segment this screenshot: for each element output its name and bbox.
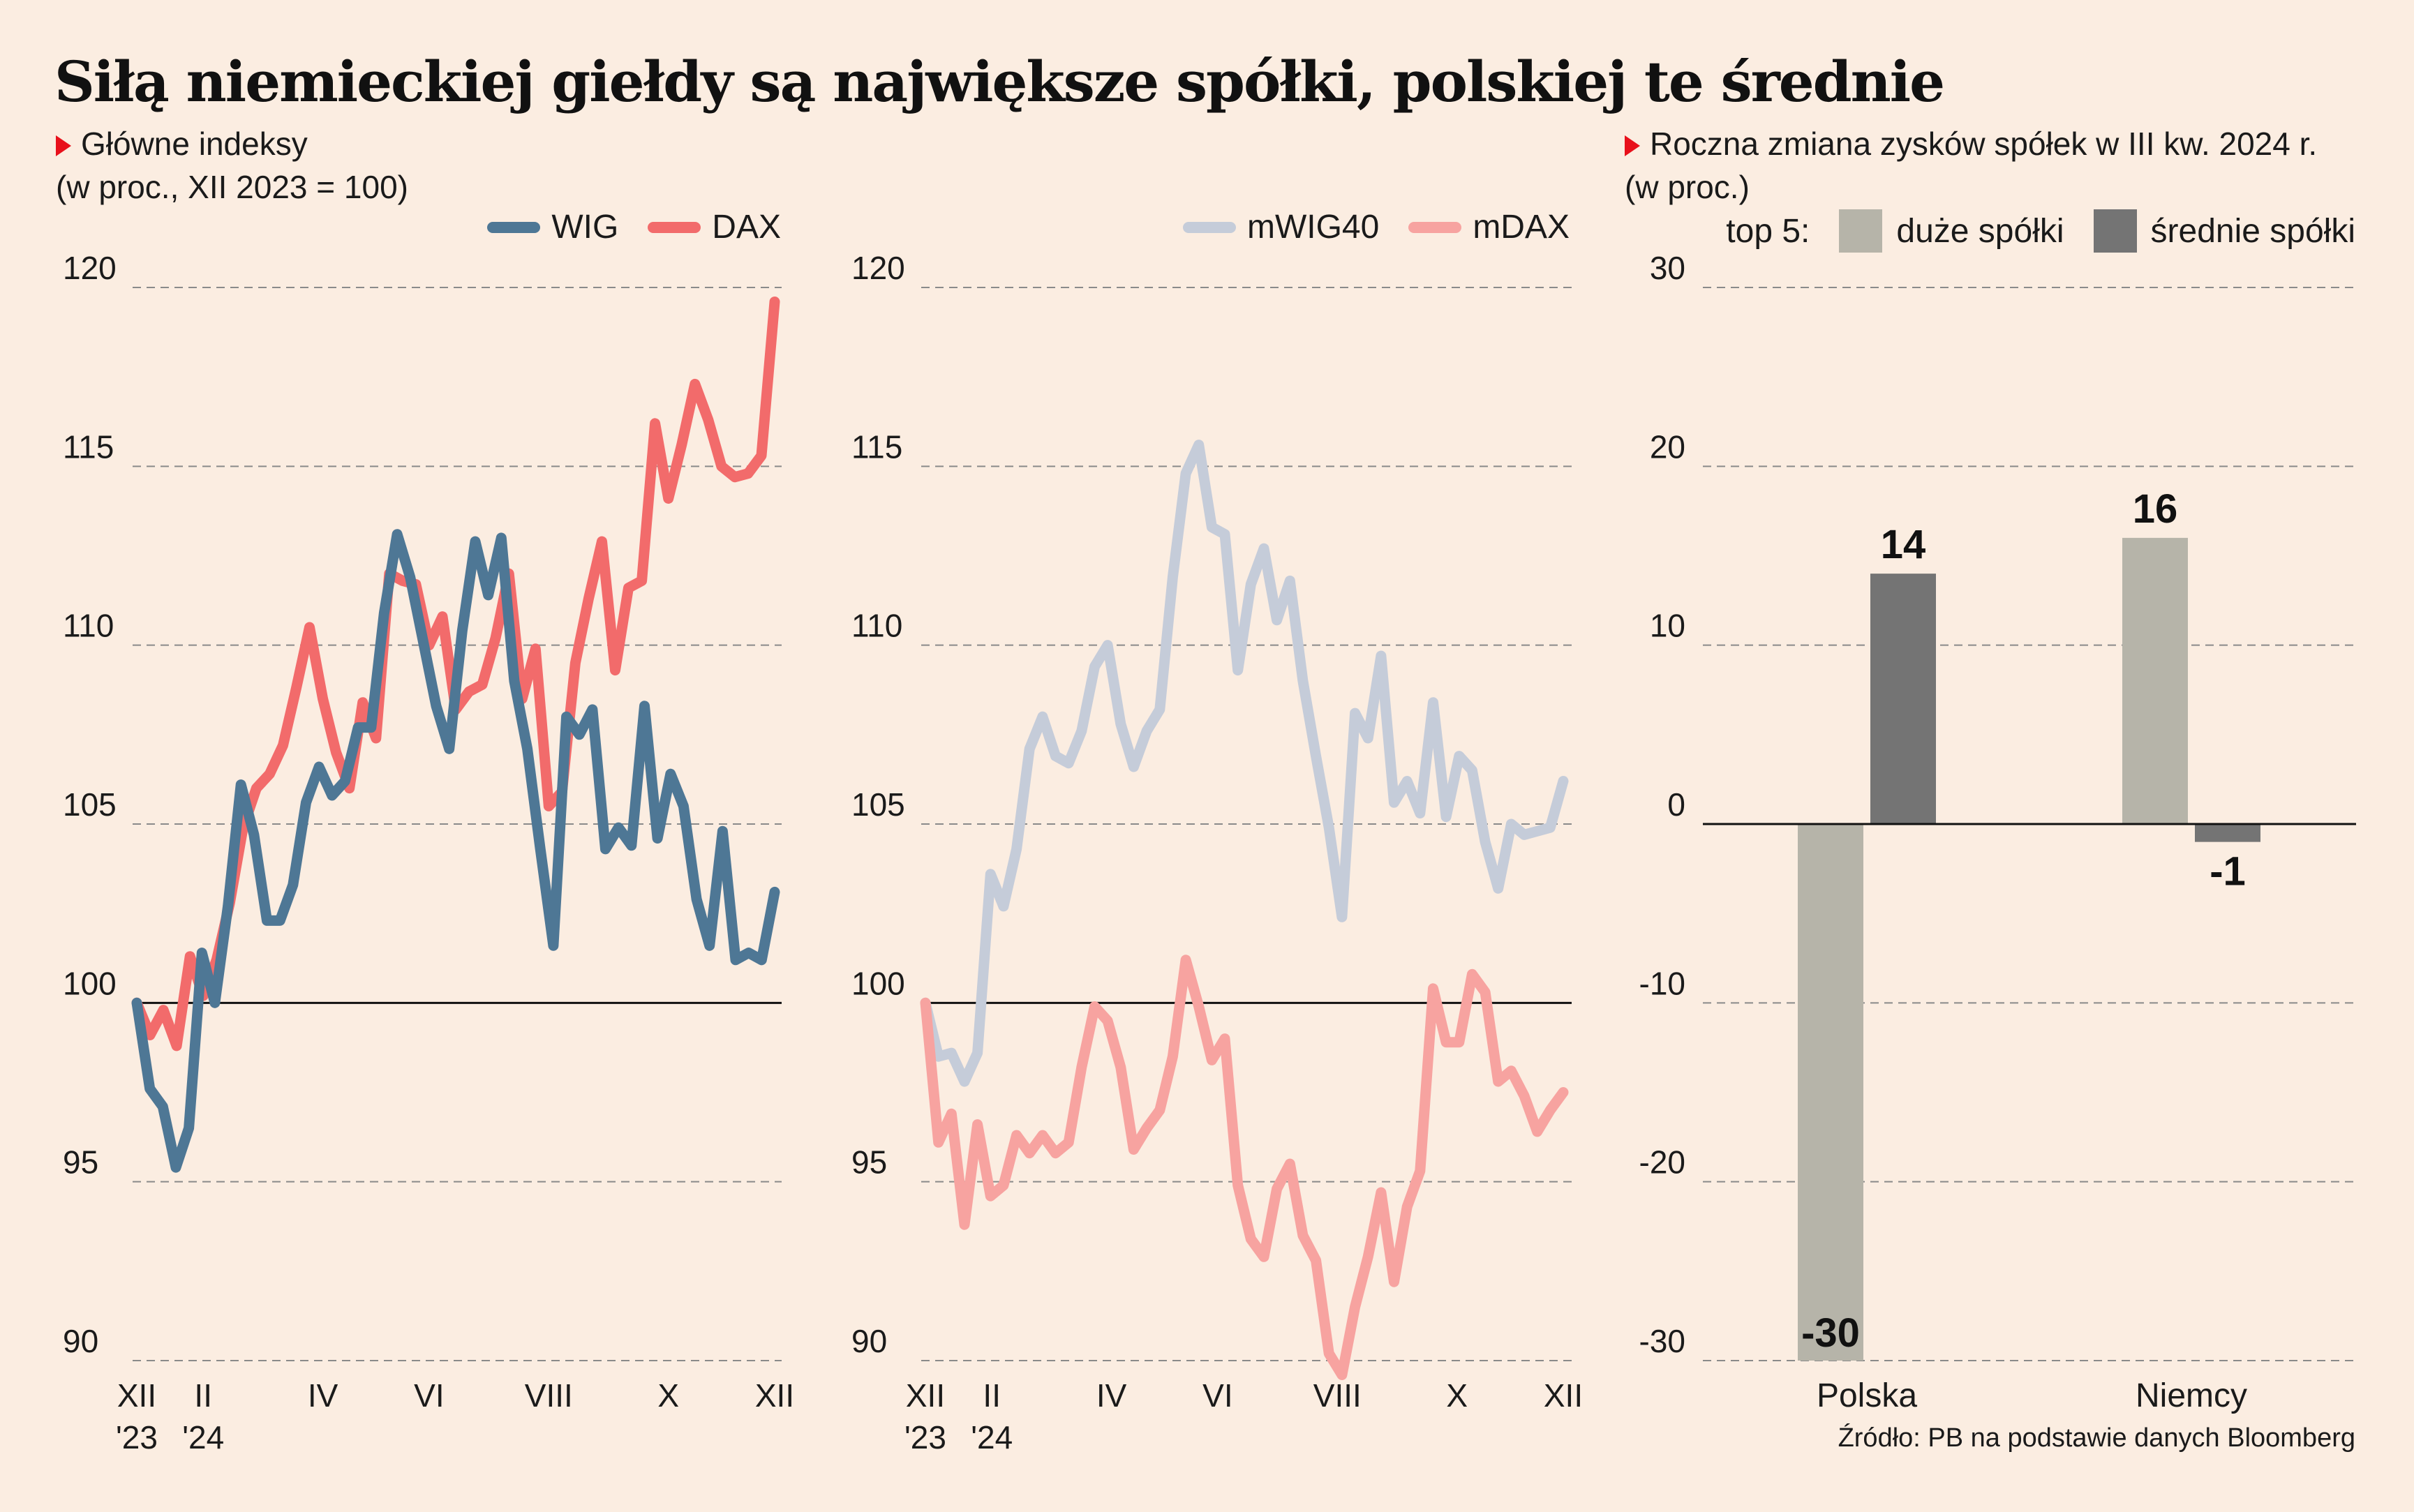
chart-title: Siłą niemieckiej giełdy są największe sp…: [54, 49, 1945, 114]
right-legend: top 5: duże spółki średnie spółki: [1726, 209, 2355, 253]
legend-item-mdax: mDAX: [1408, 208, 1570, 246]
y-tick-label: 95: [851, 1144, 887, 1181]
legend-label-medium: średnie spółki: [2150, 212, 2355, 250]
y-tick-label: 105: [851, 786, 905, 823]
y-tick-label: 115: [851, 428, 902, 465]
series-line-mdax: [920, 955, 1569, 1380]
wig-swatch: [487, 221, 541, 233]
legend-item-dax: DAX: [648, 208, 781, 246]
y-tick-label: 100: [851, 965, 905, 1001]
legend-label-mdax: mDAX: [1473, 209, 1570, 246]
legend-label-mwig40: mWIG40: [1246, 209, 1380, 246]
y-tick-label: 30: [1650, 250, 1685, 286]
red-triangle-icon: [1625, 135, 1640, 156]
x-tick-label: X: [657, 1377, 679, 1414]
series-line-mwig40: [920, 440, 1569, 1087]
legend-label-large: duże spółki: [1896, 212, 2064, 250]
legend-item-mwig40: mWIG40: [1182, 208, 1380, 246]
y-tick-label: 90: [851, 1323, 887, 1359]
legend-label-dax: DAX: [712, 209, 781, 246]
y-tick-label: -20: [1639, 1144, 1685, 1181]
x-tick-label: II: [983, 1377, 1001, 1414]
x-tick-label: XII: [1544, 1377, 1583, 1414]
y-tick-label: -10: [1639, 965, 1685, 1001]
x-tick-label: '24: [971, 1419, 1013, 1455]
x-tick-label: VI: [414, 1377, 444, 1414]
y-tick-label: 90: [63, 1323, 98, 1359]
y-tick-label: 20: [1650, 428, 1685, 465]
y-tick-label: 95: [63, 1144, 98, 1181]
bar-niemcy-large: [2122, 537, 2188, 824]
x-tick-label: IV: [1096, 1377, 1127, 1414]
bar-polska-medium: [1870, 574, 1936, 824]
bar-niemcy-medium: [2195, 824, 2260, 842]
left-subtitle-units: (w proc., XII 2023 = 100): [56, 169, 408, 205]
legend-label-wig: WIG: [551, 209, 619, 246]
right-subtitle-units: (w proc.): [1625, 169, 1750, 205]
left-legend: WIG DAX: [458, 208, 781, 246]
y-tick-label: 115: [63, 428, 114, 465]
y-tick-label: 120: [851, 250, 905, 286]
x-tick-label: VI: [1202, 1377, 1232, 1414]
x-tick-label: X: [1446, 1377, 1468, 1414]
bar-value-label: 14: [1881, 522, 1926, 567]
red-triangle-icon: [56, 135, 71, 156]
category-label: Niemcy: [2136, 1377, 2247, 1414]
bar-value-label: 16: [2133, 486, 2178, 532]
x-tick-label: XII: [117, 1377, 156, 1414]
bar-value-label: -30: [1801, 1310, 1860, 1356]
y-tick-label: 105: [63, 786, 117, 823]
large-swatch: [1839, 209, 1883, 253]
right-subtitle: Roczna zmiana zysków spółek w III kw. 20…: [1625, 122, 2317, 209]
left-subtitle-text: Główne indeksy: [81, 126, 308, 162]
medium-swatch: [2093, 209, 2137, 253]
legend-item-medium: średnie spółki: [2093, 209, 2355, 253]
mdax-swatch: [1408, 221, 1462, 233]
source-note: Źródło: PB na podstawie danych Bloomberg: [1838, 1423, 2355, 1453]
x-tick-label: XII: [906, 1377, 945, 1414]
right-subtitle-text: Roczna zmiana zysków spółek w III kw. 20…: [1650, 126, 2318, 162]
x-tick-label: '23: [904, 1419, 946, 1455]
x-tick-label: '23: [116, 1419, 158, 1455]
y-tick-label: 10: [1650, 608, 1685, 644]
y-tick-label: 0: [1667, 786, 1685, 823]
x-tick-label: '24: [182, 1419, 224, 1455]
dax-swatch: [648, 221, 701, 233]
y-tick-label: 110: [851, 608, 902, 644]
mwig40-swatch: [1182, 221, 1236, 233]
legend-prefix: top 5:: [1726, 212, 1810, 250]
legend-item-large: duże spółki: [1839, 209, 2064, 253]
y-tick-label: -30: [1639, 1323, 1685, 1359]
x-tick-label: XII: [755, 1377, 794, 1414]
series-line-wig: [131, 529, 780, 1173]
x-tick-label: VIII: [1313, 1377, 1362, 1414]
left-subtitle: Główne indeksy (w proc., XII 2023 = 100): [56, 122, 408, 209]
y-tick-label: 120: [63, 250, 117, 286]
y-tick-label: 110: [63, 608, 114, 644]
x-tick-label: II: [194, 1377, 212, 1414]
x-tick-label: VIII: [525, 1377, 573, 1414]
bar-value-label: -1: [2210, 849, 2246, 895]
bar-polska-large: [1798, 824, 1863, 1361]
x-tick-label: IV: [308, 1377, 338, 1414]
legend-item-wig: WIG: [487, 208, 618, 246]
middle-legend: mWIG40 mDAX: [1154, 208, 1570, 246]
category-label: Polska: [1817, 1377, 1917, 1414]
y-tick-label: 100: [63, 965, 117, 1001]
